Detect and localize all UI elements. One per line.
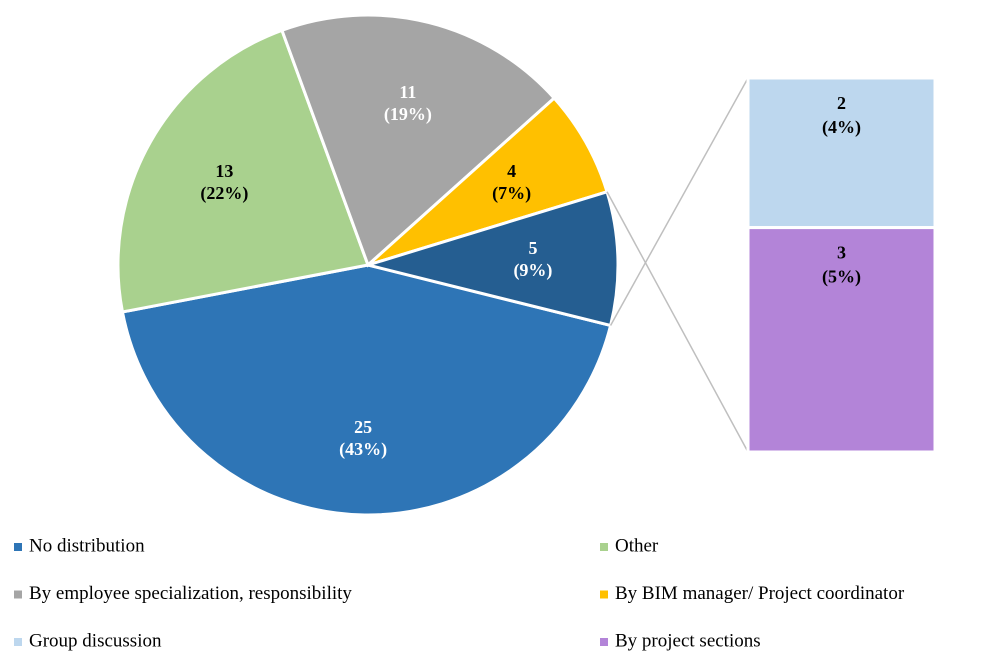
bar-value-label: 2 xyxy=(837,93,846,113)
pie-slice xyxy=(366,96,609,267)
legend-label: Group discussion xyxy=(29,630,162,651)
legend-label: By BIM manager/ Project coordinator xyxy=(615,583,905,604)
legend-label: By project sections xyxy=(615,630,761,651)
slice-value-label: 11 xyxy=(399,82,416,102)
slice-value-label: 13 xyxy=(215,161,233,181)
slice-percent-label: (22%) xyxy=(200,183,248,204)
legend-label: By employee specialization, responsibili… xyxy=(29,583,352,604)
slice-percent-label: (7%) xyxy=(492,183,531,204)
bar-percent-label: (4%) xyxy=(822,117,861,138)
slice-value-label: 5 xyxy=(528,238,537,258)
legend-swatch xyxy=(14,543,22,551)
slice-value-label: 4 xyxy=(507,161,516,181)
slice-percent-label: (19%) xyxy=(384,104,432,125)
legend-label: No distribution xyxy=(29,535,145,556)
legend-swatch xyxy=(600,543,608,551)
connector-line xyxy=(606,191,749,453)
bar-percent-label: (5%) xyxy=(822,267,861,288)
slice-percent-label: (9%) xyxy=(513,260,552,281)
pie-slice xyxy=(280,13,557,268)
slice-value-label: 25 xyxy=(354,417,372,437)
legend-label: Other xyxy=(615,535,659,556)
connector-line xyxy=(609,77,749,326)
bar-segment xyxy=(746,226,937,454)
legend-swatch xyxy=(14,590,22,599)
legend-swatch xyxy=(600,590,608,599)
pie-slice xyxy=(120,263,613,517)
bar-segment xyxy=(746,76,937,230)
slice-percent-label: (43%) xyxy=(339,439,387,460)
bar-value-label: 3 xyxy=(837,243,846,263)
pie-slice xyxy=(362,189,620,328)
pie-slice xyxy=(116,28,371,314)
legend-swatch xyxy=(14,638,22,646)
legend-swatch xyxy=(600,638,608,646)
